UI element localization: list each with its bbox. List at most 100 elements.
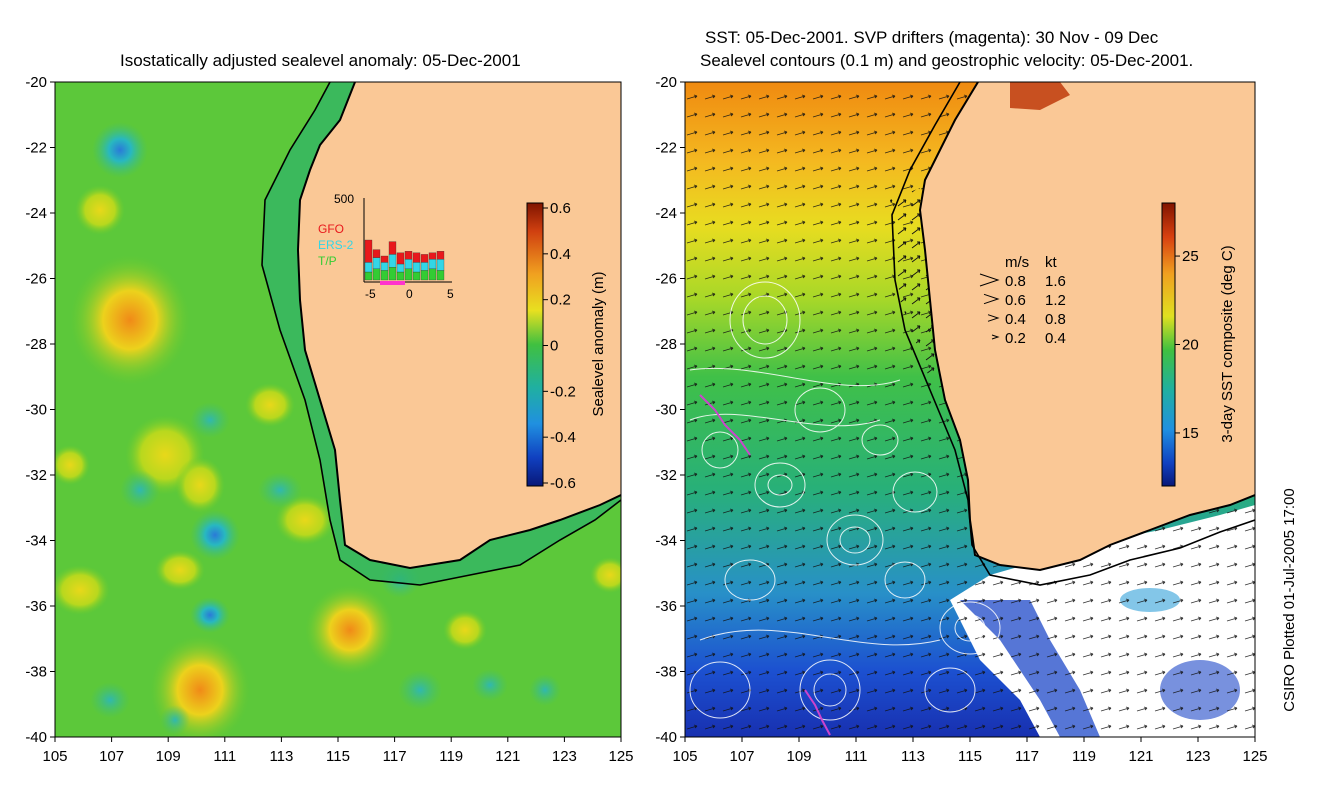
right-map-title-line2: Sealevel contours (0.1 m) and geostrophi… bbox=[700, 51, 1194, 70]
inset-bar-segment-tp bbox=[372, 268, 381, 281]
x-tick-label: 109 bbox=[156, 748, 181, 765]
inset-bar-segment-gfo bbox=[380, 255, 389, 263]
y-tick-label: -22 bbox=[25, 140, 47, 157]
y-tick-label: -38 bbox=[655, 664, 677, 681]
speed-key-header-ms: m/s bbox=[1005, 254, 1029, 271]
sst-colorbar bbox=[1161, 202, 1176, 487]
inset-bar-segment-gfo bbox=[388, 241, 397, 255]
inset-bar-segment-gfo bbox=[364, 239, 373, 263]
colorbar-tick-label: 0.2 bbox=[550, 292, 571, 309]
x-tick-label: 107 bbox=[729, 748, 754, 765]
sst-colorbar-ticks: 25 20 15 bbox=[1175, 248, 1199, 442]
right-map-title-line1: SST: 05-Dec-2001. SVP drifters (magenta)… bbox=[705, 28, 1159, 47]
y-tick-label: -32 bbox=[655, 467, 677, 484]
speed-key-kt: 1.6 bbox=[1045, 273, 1066, 290]
x-tick-label: 119 bbox=[1072, 748, 1096, 765]
colorbar-tick-label: -0.4 bbox=[550, 429, 576, 446]
inset-bar-segment-ers bbox=[436, 259, 445, 271]
altimeter-inset: 500 GFO ERS-2 T/P -5 0 5 bbox=[318, 192, 454, 301]
inset-bar-segment-gfo bbox=[396, 252, 405, 265]
y-tick-label: -24 bbox=[25, 205, 47, 222]
x-tick-label: 105 bbox=[42, 748, 67, 765]
inset-legend-ers2: ERS-2 bbox=[318, 238, 354, 252]
inset-bar-segment-ers bbox=[420, 262, 429, 271]
y-tick-label: -36 bbox=[25, 598, 47, 615]
speed-key-ms: 0.6 bbox=[1005, 292, 1026, 309]
x-tick-label: 123 bbox=[1185, 748, 1210, 765]
y-tick-label: -40 bbox=[655, 729, 677, 746]
inset-legend-tp: T/P bbox=[318, 254, 337, 268]
speed-key-ms: 0.8 bbox=[1005, 273, 1026, 290]
y-tick-label: -30 bbox=[25, 402, 47, 419]
colorbar-tick-label: 0.4 bbox=[550, 246, 571, 263]
sla-colorbar bbox=[526, 202, 544, 487]
inset-bar-segment-gfo bbox=[420, 254, 429, 263]
speed-key-kt: 0.8 bbox=[1045, 311, 1066, 328]
y-tick-label: -20 bbox=[655, 74, 677, 91]
speed-key-ms: 0.4 bbox=[1005, 311, 1026, 328]
inset-bar-segment-gfo bbox=[412, 252, 421, 263]
x-tick-label: 125 bbox=[608, 748, 633, 765]
sst-map bbox=[685, 82, 1255, 737]
y-tick-label: -38 bbox=[25, 664, 47, 681]
colorbar-tick-label: 0.6 bbox=[550, 200, 571, 217]
left-x-axis: 105 107 109 111 113 115 117 119 121 123 125 bbox=[42, 737, 634, 765]
left-map-title: Isostatically adjusted sealevel anomaly:… bbox=[120, 51, 521, 70]
australia-land bbox=[298, 82, 621, 568]
speed-key-arrow bbox=[979, 273, 1000, 287]
inset-bar-segment-ers bbox=[396, 263, 405, 273]
inset-bar-segment-gfo bbox=[372, 249, 381, 258]
inset-bar-segment-gfo bbox=[428, 252, 437, 260]
y-tick-label: -26 bbox=[25, 271, 47, 288]
inset-bar-segment-tp bbox=[436, 270, 445, 281]
speed-key-kt: 0.4 bbox=[1045, 330, 1066, 347]
x-tick-label: 111 bbox=[213, 748, 236, 765]
inset-bar-segment-ers bbox=[388, 254, 397, 268]
inset-bar-segment-gfo bbox=[436, 251, 445, 260]
x-tick-label: 113 bbox=[269, 748, 293, 765]
speed-key-arrow bbox=[987, 314, 1000, 322]
x-tick-label: 107 bbox=[99, 748, 124, 765]
inset-bar-segment-tp bbox=[396, 271, 405, 281]
speed-key-header-kt: kt bbox=[1045, 254, 1058, 271]
x-tick-label: 121 bbox=[1128, 748, 1153, 765]
inset-bar-segment-ers bbox=[404, 259, 413, 269]
x-tick-label: 117 bbox=[383, 748, 407, 765]
x-tick-label: 125 bbox=[1242, 748, 1267, 765]
y-tick-label: -26 bbox=[655, 271, 677, 288]
inset-x-tick: 5 bbox=[447, 287, 454, 301]
x-tick-label: 111 bbox=[845, 748, 868, 765]
x-tick-label: 121 bbox=[495, 748, 520, 765]
x-tick-label: 119 bbox=[439, 748, 463, 765]
velocity-scale-key: m/s kt 0.8 1.6 0.6 1.2 0.4 0.8 0.2 0.4 bbox=[979, 254, 1066, 347]
sst-colorbar-label: 3-day SST composite (deg C) bbox=[1219, 245, 1236, 442]
drifter-track bbox=[804, 689, 831, 736]
inset-bar-segment-tp bbox=[412, 271, 421, 281]
drifter-track bbox=[699, 394, 751, 456]
inset-legend-gfo: GFO bbox=[318, 222, 344, 236]
inset-bar-segment-ers bbox=[412, 262, 421, 273]
x-tick-label: 115 bbox=[958, 748, 982, 765]
inset-bar-segment-tp bbox=[420, 270, 429, 281]
inset-bar-segment-tp bbox=[404, 268, 413, 281]
inset-bar-segment-tp bbox=[364, 271, 373, 281]
y-tick-label: -28 bbox=[25, 336, 47, 353]
colorbar-tick-label: 25 bbox=[1182, 248, 1199, 265]
inset-bar-segment-ers bbox=[364, 262, 373, 273]
inset-bars bbox=[364, 239, 445, 281]
x-tick-label: 109 bbox=[786, 748, 811, 765]
y-tick-label: -34 bbox=[655, 533, 677, 550]
colorbar-tick-label: 0 bbox=[550, 338, 558, 355]
inset-x-tick: -5 bbox=[365, 287, 376, 301]
y-tick-label: -32 bbox=[25, 467, 47, 484]
inset-top-label: 500 bbox=[334, 192, 354, 206]
speed-key-ms: 0.2 bbox=[1005, 330, 1026, 347]
y-tick-label: -24 bbox=[655, 205, 677, 222]
right-x-axis: 105 107 109 111 113 115 117 119 121 123 125 bbox=[672, 737, 1268, 765]
inset-bar-segment-ers bbox=[372, 257, 381, 269]
speed-key-arrow bbox=[983, 293, 1000, 305]
inset-bar-segment-tp bbox=[428, 268, 437, 281]
y-tick-label: -34 bbox=[25, 533, 47, 550]
x-tick-label: 123 bbox=[552, 748, 577, 765]
